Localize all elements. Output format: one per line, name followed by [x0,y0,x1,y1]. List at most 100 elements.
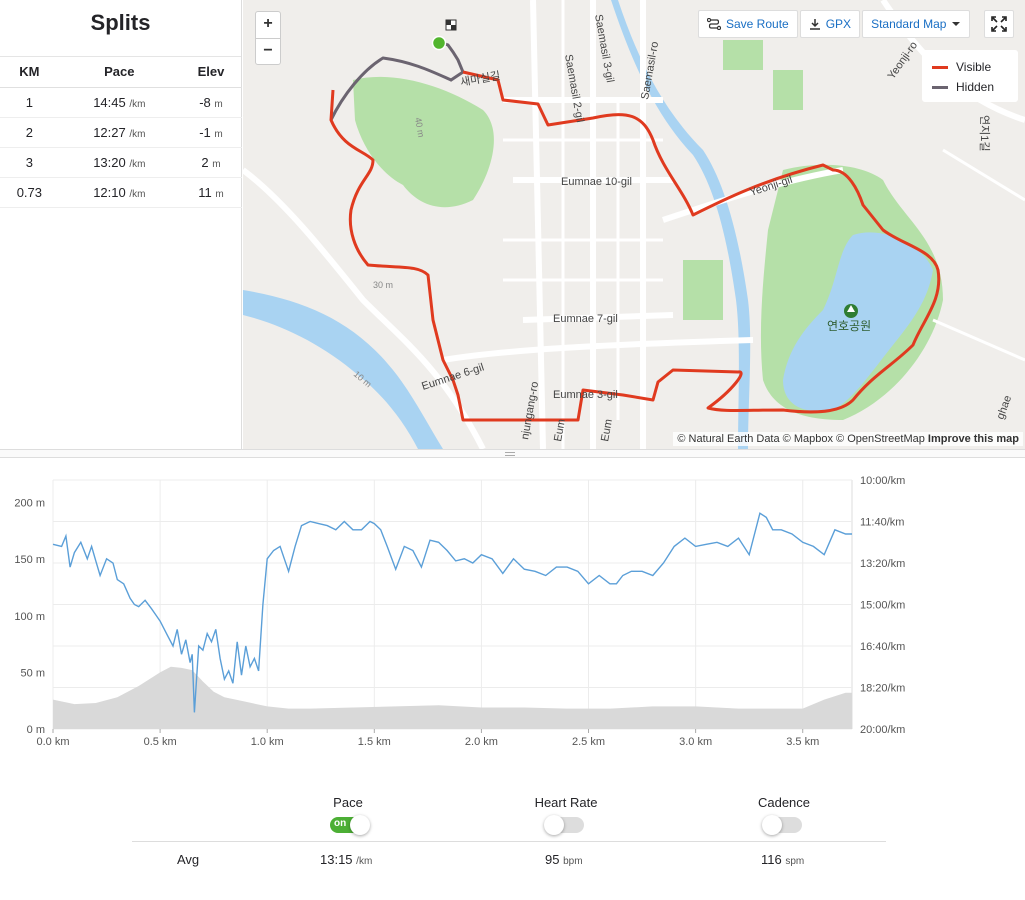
map-label: ghae [995,394,1015,421]
splits-table: KM Pace Elev 1 14:45 /km -8 m 2 12:27 /k… [0,57,242,208]
x-tick-label: 3.5 km [786,736,819,748]
minor-streets [503,0,1025,449]
elev-label: 40 m [413,117,426,138]
switch-knob [544,815,564,835]
zoom-in-button[interactable]: + [263,15,273,32]
col-pace: Pace [58,57,180,88]
zoom-control: + − [255,11,281,65]
switch-on-text: on [334,818,347,829]
split-km: 3 [0,147,59,178]
map-label: Eum [552,418,568,442]
river [243,290,443,449]
map-label: njungang-ro [519,381,541,441]
x-tick-label: 2.5 km [572,736,605,748]
y-right-tick-label: 13:20/km [860,558,905,570]
attribution-natural-earth[interactable]: © Natural Earth Data [677,433,780,445]
cadence-switch[interactable] [762,815,802,835]
split-pace: 14:45 /km [58,87,180,118]
y-left-tick-label: 150 m [14,554,45,566]
table-row: 2 12:27 /km -1 m [0,117,242,148]
grip-icon [505,452,515,456]
avg-pace: 13:15 /km [320,852,373,867]
route-map[interactable]: Eumnae 10-gil Eumnae 7-gil Eumnae 6-gil … [243,0,1025,449]
finish-flag-pattern [446,20,456,30]
avg-cadence: 116 spm [761,852,805,867]
top-panel: Splits KM Pace Elev 1 14:45 /km -8 m 2 1… [0,0,1025,449]
x-tick-label: 3.0 km [679,736,712,748]
x-tick-label: 2.0 km [465,736,498,748]
chart-ticks: 10:00/km 11:40/km 13:20/km 15:00/km 16:40/km… [14,475,905,748]
caret-down-icon [952,22,961,26]
save-route-label: Save Route [726,17,789,31]
map-style-select[interactable]: Standard Map [862,10,971,38]
fullscreen-button[interactable] [984,10,1014,38]
attribution-mapbox[interactable]: © Mapbox [782,433,833,445]
stream [611,0,751,449]
toggle-label: Heart Rate [534,795,598,810]
y-right-tick-label: 20:00/km [860,724,905,736]
split-km: 1 [0,87,59,118]
map-label: Eumnae 10-gil [561,176,632,188]
heart-rate-switch[interactable] [544,815,584,835]
x-tick-label: 1.5 km [358,736,391,748]
y-right-tick-label: 10:00/km [860,475,905,487]
split-pace: 13:20 /km [58,147,180,178]
split-pace: 12:10 /km [58,177,180,208]
pace-line [52,512,852,713]
switch-knob [350,815,370,835]
x-tick-label: 0.5 km [144,736,177,748]
toggle-label: Cadence [757,795,811,810]
tree-icon-glyph [847,305,855,312]
y-left-tick-label: 50 m [21,667,45,679]
toggle-heart-rate: Heart Rate [486,795,646,835]
split-elev: 2 m [179,147,242,178]
attribution-osm[interactable]: © OpenStreetMap [836,433,925,445]
map-label: Eumnae 7-gil [553,313,618,325]
y-right-tick-label: 18:20/km [860,683,905,695]
toggle-cadence: Cadence [704,795,864,835]
route-visible [329,70,941,422]
split-pace: 12:27 /km [58,117,180,148]
elev-label: 30 m [373,280,393,290]
split-km: 2 [0,117,59,148]
map-style-label: Standard Map [871,17,947,31]
download-icon [809,19,820,30]
col-elev: Elev [179,57,242,88]
resize-handle[interactable] [0,449,1025,458]
col-km: KM [0,57,59,88]
gpx-button[interactable]: GPX [799,10,861,38]
gpx-label: GPX [825,17,852,31]
avg-label: Avg [177,852,200,867]
save-route-button[interactable]: Save Route [698,10,798,38]
map-label: Yeonji-ro [886,40,921,82]
splits-title: Splits [0,0,241,57]
improve-map-link[interactable]: Improve this map [927,433,1019,445]
split-elev: 11 m [179,177,242,208]
map-attribution: © Natural Earth Data © Mapbox © OpenStre… [673,432,1023,446]
map-canvas[interactable]: Eumnae 10-gil Eumnae 7-gil Eumnae 6-gil … [243,0,1025,449]
avg-divider [132,841,886,842]
map-label: 연지1길 [978,115,991,151]
table-row: 3 13:20 /km 2 m [0,147,242,178]
route-icon [707,18,721,30]
legend-swatch [932,85,948,89]
legend-hidden: Hidden [932,77,1008,97]
table-row: 0.73 12:10 /km 11 m [0,177,242,208]
map-toolbar: Save Route GPX Standard Map [698,10,971,38]
table-row: 1 14:45 /km -8 m [0,87,242,118]
toggle-label: Pace [333,795,363,810]
avg-heart-rate: 95 bpm [545,852,583,867]
elevation-pace-chart[interactable]: 10:00/km 11:40/km 13:20/km 15:00/km 16:40/km… [0,466,1025,756]
split-elev: -1 m [179,117,242,148]
legend-swatch [932,65,948,69]
x-tick-label: 1.0 km [251,736,284,748]
split-elev: -8 m [179,87,242,118]
zoom-out-button[interactable]: − [256,38,280,64]
lake [783,232,933,412]
legend-label: Visible [956,60,992,74]
pace-switch[interactable]: on [330,815,370,835]
legend-visible: Visible [932,57,1008,77]
start-marker[interactable] [431,35,447,51]
x-tick-label: 0.0 km [36,736,69,748]
elevation-area [53,666,852,729]
